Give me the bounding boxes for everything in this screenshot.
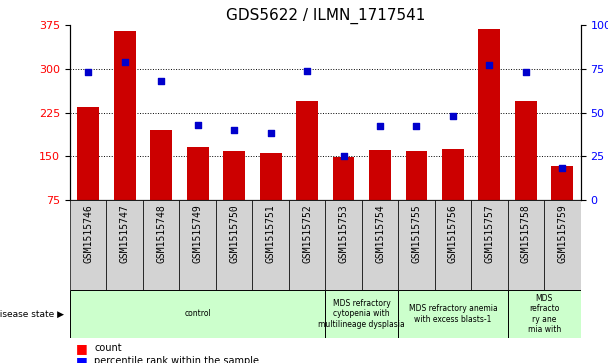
Text: GSM1515753: GSM1515753 (339, 204, 348, 263)
Bar (216, 200, 252, 290)
Text: MDS refractory anemia
with excess blasts-1: MDS refractory anemia with excess blasts… (409, 304, 497, 324)
Text: MDS
refracto
ry ane
mia with: MDS refracto ry ane mia with (528, 294, 561, 334)
Point (156, 78, 166, 84)
Bar (70, 200, 106, 290)
Text: GSM1515759: GSM1515759 (558, 204, 567, 263)
Text: MDS refractory
cytopenia with
multilineage dysplasia: MDS refractory cytopenia with multilinea… (319, 299, 405, 329)
Text: GSM1515748: GSM1515748 (156, 204, 166, 263)
Bar (150, 130, 172, 200)
Bar (508, 200, 544, 290)
Text: GSM1515747: GSM1515747 (120, 204, 130, 263)
Bar (471, 200, 508, 290)
Point (229, 127, 239, 133)
Point (521, 70, 531, 76)
Point (120, 59, 130, 65)
Bar (114, 31, 136, 200)
Bar (406, 151, 427, 200)
Bar (515, 101, 537, 200)
Bar (289, 200, 325, 290)
Point (339, 153, 348, 159)
Bar (435, 200, 471, 290)
Bar (296, 101, 318, 200)
Bar (508, 290, 581, 338)
Text: GSM1515755: GSM1515755 (412, 204, 421, 263)
Bar (187, 147, 209, 200)
Point (375, 123, 385, 129)
Text: GSM1515750: GSM1515750 (229, 204, 239, 263)
Text: control: control (184, 310, 211, 318)
Text: GSM1515749: GSM1515749 (193, 204, 202, 263)
Bar (179, 200, 216, 290)
Bar (77, 107, 99, 200)
Bar (551, 166, 573, 200)
Point (83, 70, 93, 76)
Bar (398, 200, 435, 290)
Text: GSM1515754: GSM1515754 (375, 204, 385, 263)
Text: GSM1515746: GSM1515746 (83, 204, 93, 263)
Point (448, 113, 458, 119)
Bar (362, 200, 398, 290)
Text: disease state ▶: disease state ▶ (0, 310, 64, 318)
Bar (252, 200, 289, 290)
Text: GSM1515756: GSM1515756 (448, 204, 458, 263)
Point (558, 166, 567, 171)
Point (302, 68, 312, 74)
Bar (325, 200, 362, 290)
Bar (442, 148, 464, 200)
Point (412, 123, 421, 129)
Text: GSM1515758: GSM1515758 (521, 204, 531, 263)
Bar (260, 153, 282, 200)
Bar (70, 290, 325, 338)
Bar (369, 150, 391, 200)
Bar (143, 200, 179, 290)
Bar (106, 200, 143, 290)
Bar (325, 290, 398, 338)
Bar (544, 200, 581, 290)
Text: GSM1515752: GSM1515752 (302, 204, 312, 263)
Text: GSM1515751: GSM1515751 (266, 204, 275, 263)
Point (193, 122, 202, 128)
Text: count: count (94, 343, 122, 354)
Point (485, 62, 494, 68)
Point (266, 131, 275, 136)
Text: ■: ■ (76, 342, 88, 355)
Title: GDS5622 / ILMN_1717541: GDS5622 / ILMN_1717541 (226, 8, 425, 24)
Text: percentile rank within the sample: percentile rank within the sample (94, 356, 259, 363)
Bar (398, 290, 508, 338)
Text: GSM1515757: GSM1515757 (485, 204, 494, 263)
Bar (478, 29, 500, 200)
Text: ■: ■ (76, 355, 88, 363)
Bar (333, 157, 354, 200)
Bar (223, 151, 245, 200)
